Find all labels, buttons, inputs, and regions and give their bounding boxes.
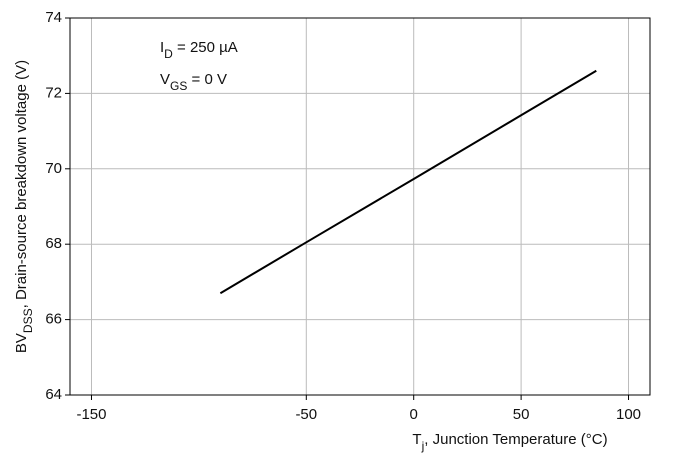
annotation: VGS = 0 V xyxy=(160,71,227,93)
annotation-sub: GS xyxy=(170,79,187,93)
y-axis-label-main: BV xyxy=(13,333,30,353)
annotation-rest: = 250 µA xyxy=(173,39,238,56)
x-tick-label: 100 xyxy=(616,406,641,423)
x-axis-label-rest: , Junction Temperature (°C) xyxy=(424,431,607,448)
x-tick-label: -150 xyxy=(76,406,106,423)
x-tick-label: -50 xyxy=(295,406,317,423)
y-tick-label: 74 xyxy=(45,9,62,26)
x-tick-label: 0 xyxy=(410,406,418,423)
y-tick-label: 64 xyxy=(45,386,62,403)
y-tick-label: 70 xyxy=(45,160,62,177)
y-axis-label: BVDSS, Drain-source breakdown voltage (V… xyxy=(13,60,35,353)
annotation-main: V xyxy=(160,71,170,88)
x-axis-label-main: T xyxy=(412,431,421,448)
y-tick-label: 68 xyxy=(45,235,62,252)
x-axis-label: Tj, Junction Temperature (°C) xyxy=(412,431,607,453)
plot-frame xyxy=(70,18,650,395)
annotation: ID = 250 µA xyxy=(160,39,238,61)
y-axis-label-sub: DSS xyxy=(21,308,35,333)
y-tick-label: 66 xyxy=(45,311,62,328)
page: 64 66 68 70 72 74 -150 -50 0 50 100 Tj, Junction Te… xyxy=(0,0,686,457)
chart: 64 66 68 70 72 74 -150 -50 0 50 100 Tj, Junction Te… xyxy=(0,0,686,457)
annotation-sub: D xyxy=(164,47,173,61)
annotation-rest: = 0 V xyxy=(187,71,227,88)
y-tick-label: 72 xyxy=(45,84,62,101)
data-line xyxy=(220,71,596,293)
x-tick-label: 50 xyxy=(513,406,530,423)
y-axis-label-rest: , Drain-source breakdown voltage (V) xyxy=(13,60,30,308)
